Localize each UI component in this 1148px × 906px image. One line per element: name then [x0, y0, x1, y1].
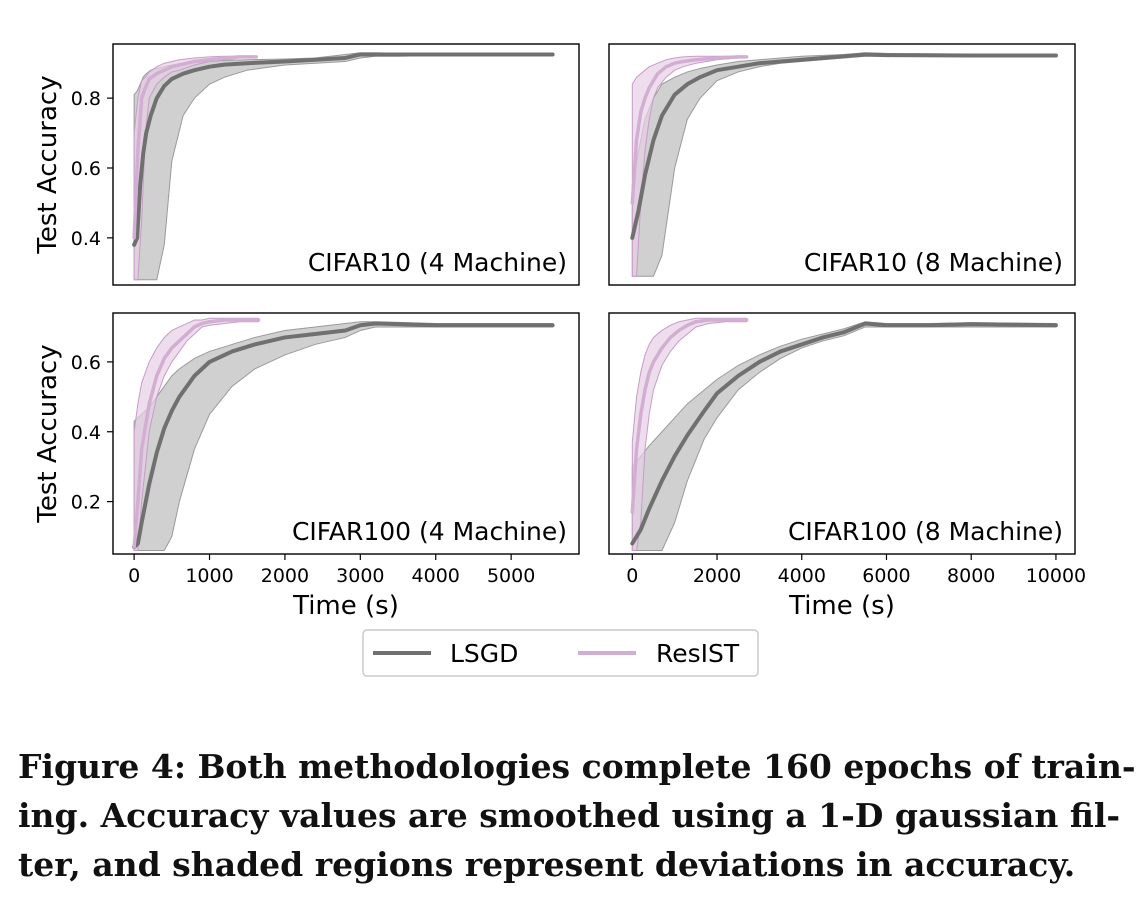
- x-tick-label: 1000: [185, 565, 233, 587]
- series-line-lsgd: [630, 52, 1058, 240]
- legend-label-resist: ResIST: [656, 639, 740, 668]
- x-tick-label: 4000: [412, 565, 460, 587]
- legend-label-lsgd: LSGD: [450, 639, 518, 668]
- x-tick-label: 2000: [261, 565, 309, 587]
- panel-bottom-left: 0.2 0.4 0.6 0 1000 2000 3000 4000 5000 Test Accur…: [33, 312, 580, 621]
- panel-top-left: 0.4 0.6 0.8 Test Accuracy CIFAR10 (4 Machine…: [33, 43, 580, 286]
- panel-annotation: CIFAR10 (8 Machine): [804, 248, 1063, 277]
- y-axis-label: Test Accuracy: [33, 75, 63, 254]
- series-line-resist: [630, 318, 749, 514]
- panel-top-right: CIFAR10 (8 Machine): [608, 43, 1076, 286]
- x-tick-label: 5000: [487, 565, 535, 587]
- panel-annotation: CIFAR10 (4 Machine): [308, 248, 567, 277]
- series-line-lsgd: [630, 321, 1058, 546]
- series-line-resist: [132, 318, 261, 549]
- x-tick-label: 2000: [693, 565, 741, 587]
- y-tick-label: 0.8: [71, 88, 101, 110]
- figure-charts: 0.4 0.6 0.8 Test Accuracy CIFAR10 (4 Machine…: [33, 43, 1086, 677]
- y-axis-label: Test Accuracy: [33, 344, 63, 523]
- plot-frame: [608, 312, 1076, 555]
- band-lsgd: [631, 52, 1057, 277]
- caption-line-3: ter, and shaded regions represent deviat…: [18, 845, 1076, 884]
- x-tick-label: 6000: [862, 565, 910, 587]
- caption-line-2: ing. Accuracy values are smoothed using …: [18, 796, 1121, 835]
- y-tick-label: 0.2: [71, 492, 101, 514]
- legend-box: [362, 629, 759, 677]
- plot-frame: [608, 43, 1076, 286]
- series-line-resist: [630, 55, 749, 205]
- plot-frame: [112, 43, 580, 286]
- legend: LSGD ResIST: [362, 629, 759, 677]
- x-tick-label: 0: [128, 565, 140, 587]
- x-tick-label: 8000: [947, 565, 995, 587]
- panel-annotation: CIFAR100 (4 Machine): [292, 517, 567, 546]
- y-tick-label: 0.6: [71, 158, 101, 180]
- series-line-resist: [132, 55, 259, 240]
- x-tick-label: 0: [626, 565, 638, 587]
- x-axis-label: Time (s): [292, 591, 399, 621]
- y-tick-label: 0.6: [71, 352, 101, 374]
- x-axis-label: Time (s): [788, 591, 895, 621]
- figure-caption: Figure 4: Both methodologies complete 16…: [18, 742, 1136, 889]
- x-tick-label: 3000: [336, 565, 384, 587]
- panel-bottom-right: 0 2000 4000 6000 8000 10000 Time (s) CIFAR100 (…: [608, 312, 1086, 621]
- x-tick-label: 10000: [1026, 565, 1086, 587]
- series-line-lsgd: [132, 52, 555, 247]
- plot-frame: [112, 312, 580, 555]
- x-tick-label: 4000: [778, 565, 826, 587]
- series-line-lsgd: [132, 321, 555, 550]
- band-lsgd: [133, 52, 554, 281]
- caption-line-1: Figure 4: Both methodologies complete 16…: [18, 747, 1136, 786]
- y-tick-label: 0.4: [71, 422, 101, 444]
- y-tick-label: 0.4: [71, 228, 101, 250]
- panel-annotation: CIFAR100 (8 Machine): [788, 517, 1063, 546]
